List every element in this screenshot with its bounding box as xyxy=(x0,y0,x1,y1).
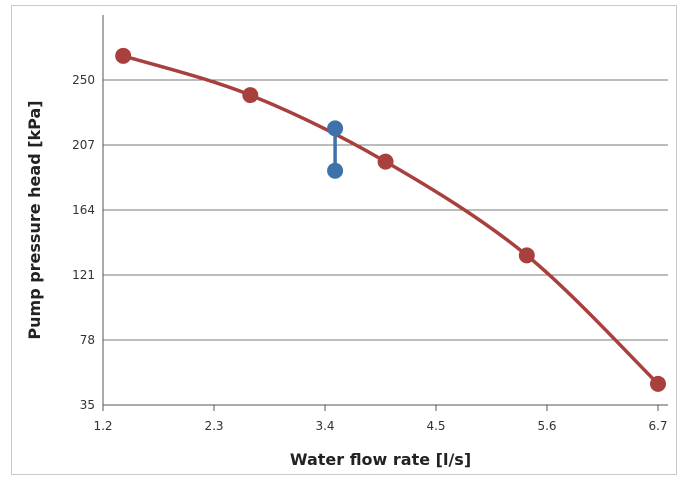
y-axis-title: Pump pressure head [kPa] xyxy=(25,100,44,339)
series-1-point xyxy=(242,87,259,104)
x-tick-label: 1.2 xyxy=(93,419,112,433)
axes xyxy=(102,15,668,411)
y-tick-label: 121 xyxy=(72,268,95,282)
y-tick-label: 207 xyxy=(72,138,95,152)
x-tick-label: 5.6 xyxy=(537,419,556,433)
x-tick-label: 6.7 xyxy=(648,419,667,433)
y-tick-label: 78 xyxy=(80,333,95,347)
tick-labels: 35 78 121 164 207 250 1.2 2.3 3.4 4.5 5.6 6.7 xyxy=(72,73,667,433)
series-1-point xyxy=(650,375,666,392)
x-axis-title: Water flow rate [l/s] xyxy=(290,450,471,469)
gridlines xyxy=(103,79,668,341)
x-tick-label: 4.5 xyxy=(426,419,445,433)
series-line-1 xyxy=(121,54,660,386)
x-tick-label: 2.3 xyxy=(204,419,223,433)
series-2-point xyxy=(327,120,344,137)
y-tick-label: 250 xyxy=(72,73,95,87)
series-2-point xyxy=(327,162,344,179)
chart-frame xyxy=(11,5,677,475)
y-tick-label: 35 xyxy=(80,398,95,412)
x-tick-label: 3.4 xyxy=(315,419,334,433)
series xyxy=(115,47,666,392)
y-tick-label: 164 xyxy=(72,203,95,217)
series-1-point xyxy=(518,247,535,264)
series-1-point xyxy=(377,153,394,170)
series-1-point xyxy=(115,47,132,64)
